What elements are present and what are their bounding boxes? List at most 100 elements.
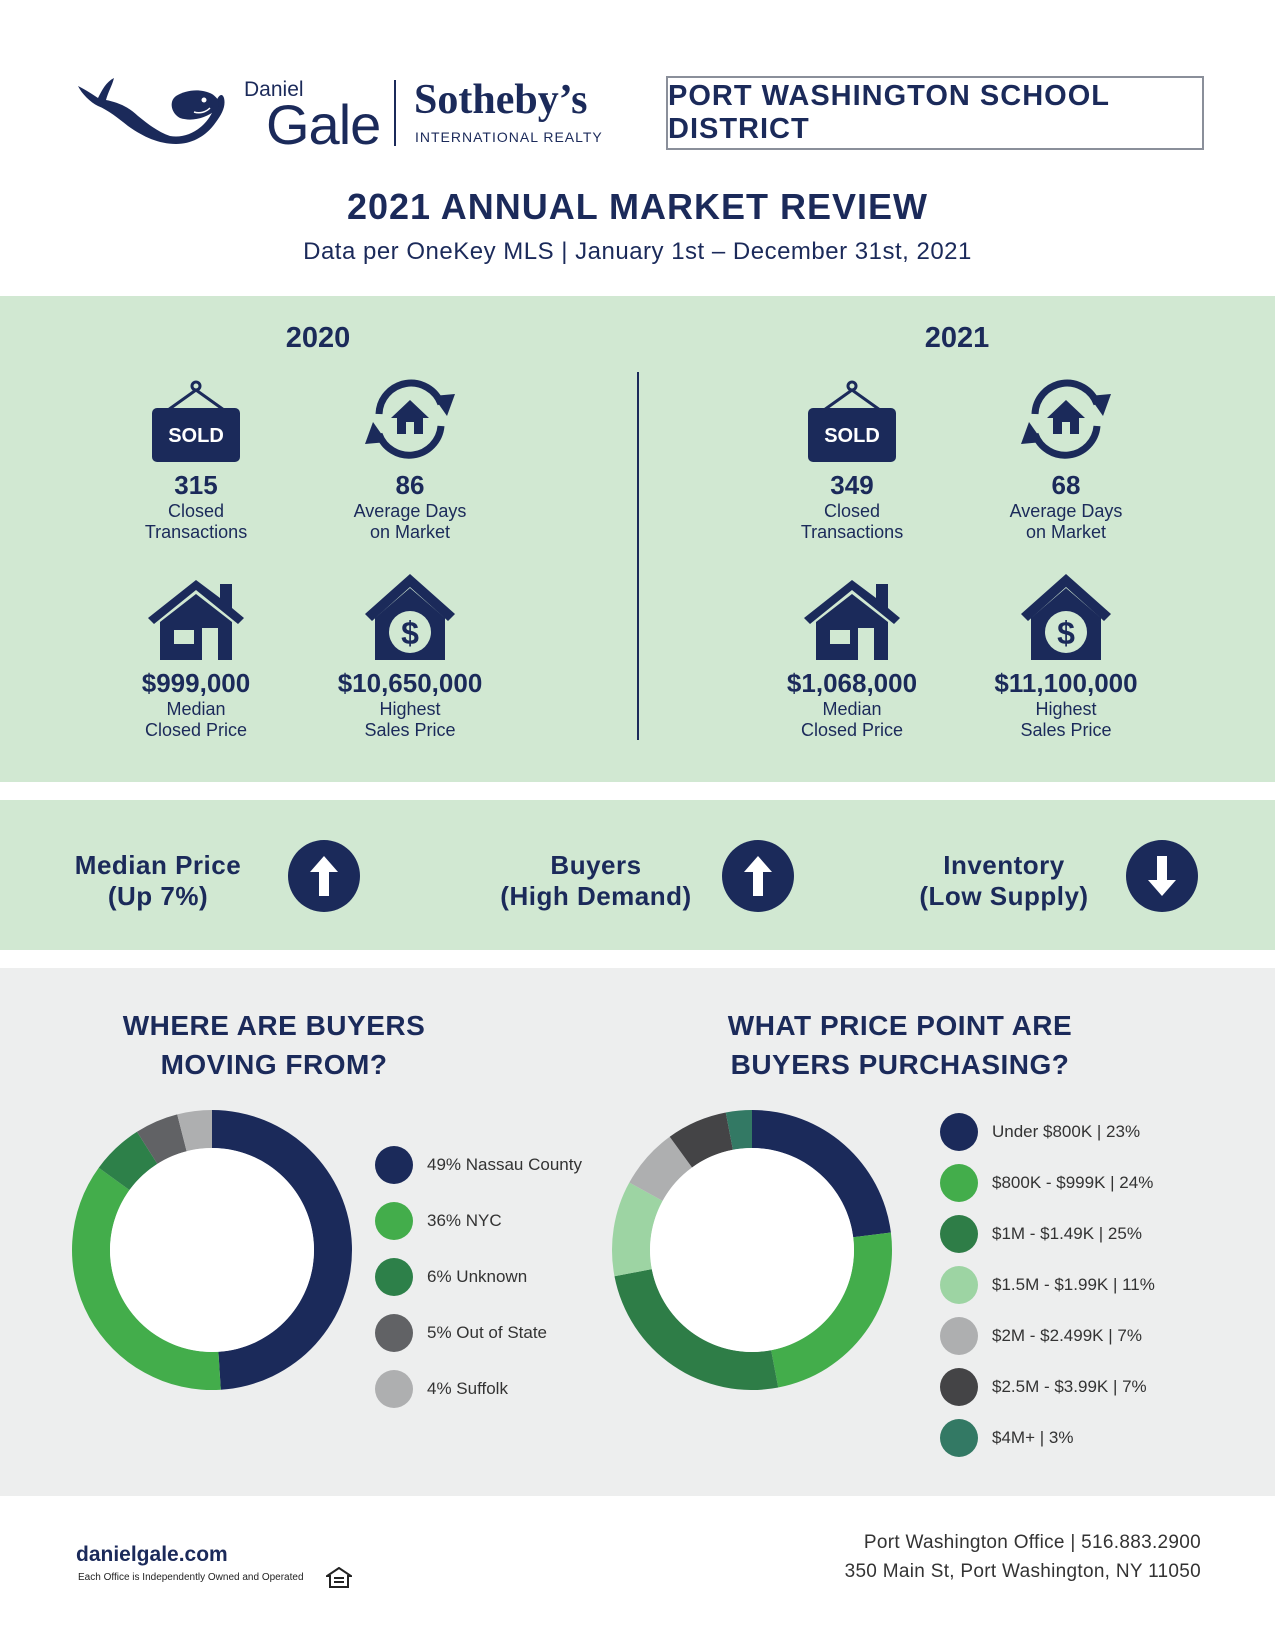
- house-cycle-icon: [1021, 379, 1111, 459]
- legend-label: Under $800K | 23%: [992, 1122, 1141, 1141]
- stat-2020-median: $999,000 Median Closed Price: [86, 566, 306, 741]
- legend-swatch: [940, 1266, 978, 1304]
- legend-label: $1.5M - $1.99K | 11%: [992, 1275, 1155, 1294]
- logo-divider: [394, 80, 396, 146]
- legend-swatch: [940, 1368, 978, 1406]
- stats-section: 2020 2021 SOLD 315 Closed Transactions: [0, 296, 1275, 782]
- legend-item: 6% Unknown: [375, 1258, 527, 1296]
- legend-swatch: [375, 1314, 413, 1352]
- year-2021-heading: 2021: [924, 322, 990, 354]
- stat-label: Average Days on Market: [1009, 501, 1123, 542]
- sold-sign-icon: SOLD: [152, 380, 240, 462]
- stat-value: $999,000: [141, 668, 251, 698]
- legend-label: $4M+ | 3%: [992, 1428, 1074, 1447]
- legend-item: Under $800K | 23%: [940, 1113, 1140, 1151]
- stat-value: $11,100,000: [994, 668, 1138, 698]
- donut-slice-2m-2-499k: [629, 1136, 693, 1201]
- legend-item: $2.5M - $3.99K | 7%: [940, 1368, 1147, 1406]
- donut-slice-under-800k: [752, 1110, 891, 1238]
- daniel-gale-sothebys-logo[interactable]: Daniel Gale Sotheby’s INTERNATIONAL REAL…: [76, 72, 616, 156]
- donut-slice-nassau-county: [212, 1110, 353, 1390]
- stat-value: $1,068,000: [786, 668, 918, 698]
- donut-chart-price-point: [612, 1110, 892, 1390]
- stat-label: Highest Sales Price: [364, 699, 456, 740]
- legend-swatch: [375, 1146, 413, 1184]
- header: Daniel Gale Sotheby’s INTERNATIONAL REAL…: [0, 0, 1275, 296]
- legend-item: $800K - $999K | 24%: [940, 1164, 1153, 1202]
- stat-2021-closed: SOLD 349 Closed Transactions: [742, 368, 962, 543]
- legend-swatch: [375, 1202, 413, 1240]
- stat-label: Average Days on Market: [353, 501, 467, 542]
- footer-note: Each Office is Independently Owned and O…: [78, 1572, 304, 1583]
- footer-website-link[interactable]: danielgale.com: [76, 1543, 228, 1566]
- stat-label: Median Closed Price: [144, 699, 248, 740]
- stat-label: Median Closed Price: [800, 699, 904, 740]
- footer-office-phone: Port Washington Office | 516.883.2900: [863, 1532, 1201, 1553]
- legend-swatch: [940, 1113, 978, 1151]
- trend-buyers-label: Buyers (High Demand): [500, 850, 692, 911]
- donut-slice-nyc: [71, 1167, 221, 1390]
- legend-item: 49% Nassau County: [375, 1146, 582, 1184]
- arrow-up-icon: [288, 840, 360, 912]
- legend-label: 6% Unknown: [427, 1267, 528, 1286]
- legend-item: 36% NYC: [375, 1202, 502, 1240]
- donut-slice-4m: [725, 1110, 752, 1150]
- charts-section: WHERE ARE BUYERS MOVING FROM? WHAT PRICE…: [0, 968, 1275, 1496]
- logo-sothebys-text: Sotheby’s: [414, 77, 588, 123]
- footer-office-address: 350 Main St, Port Washington, NY 11050: [844, 1561, 1201, 1582]
- stat-2021-median: $1,068,000 Median Closed Price: [742, 566, 962, 741]
- donut-slice-1-5m-1-99k: [612, 1182, 663, 1277]
- stat-value: 315: [174, 470, 218, 500]
- stat-2020-days: 86 Average Days on Market: [300, 368, 520, 543]
- legend-label: 5% Out of State: [427, 1323, 548, 1342]
- year-2020-heading: 2020: [285, 322, 351, 354]
- logo-daniel-text: Daniel: [244, 78, 304, 101]
- stat-value: $10,650,000: [337, 668, 483, 698]
- chart-title-price-point: WHAT PRICE POINT ARE BUYERS PURCHASING?: [727, 1010, 1073, 1080]
- legend-label: $2.5M - $3.99K | 7%: [992, 1377, 1147, 1396]
- logo-gale-text: Gale: [266, 93, 381, 156]
- legend-swatch: [940, 1164, 978, 1202]
- chart-title-buyers-from: WHERE ARE BUYERS MOVING FROM?: [122, 1010, 426, 1080]
- house-cycle-icon: [365, 379, 455, 459]
- donut-slice-2-5m-3-99k: [669, 1112, 733, 1168]
- stat-value: 86: [395, 470, 425, 500]
- legend-item: $2M - $2.499K | 7%: [940, 1317, 1142, 1355]
- legend-swatch: [940, 1215, 978, 1253]
- stat-label: Highest Sales Price: [1020, 699, 1112, 740]
- trend-median-price-label: Median Price (Up 7%): [74, 850, 242, 911]
- sold-sign-text: SOLD: [168, 425, 224, 447]
- house-dollar-icon: $: [365, 574, 455, 660]
- district-label: PORT WASHINGTON SCHOOL DISTRICT: [666, 76, 1204, 150]
- house-icon: [804, 580, 900, 660]
- legend-swatch: [375, 1370, 413, 1408]
- legend-swatch: [375, 1258, 413, 1296]
- stat-label: Closed Transactions: [144, 501, 248, 542]
- legend-item: $1.5M - $1.99K | 11%: [940, 1266, 1155, 1304]
- donut-slice-out-of-state: [136, 1114, 187, 1164]
- legend-label: 36% NYC: [427, 1211, 502, 1230]
- legend-label: $2M - $2.499K | 7%: [992, 1326, 1142, 1345]
- trend-inventory-label: Inventory (Low Supply): [919, 850, 1089, 911]
- logo-international-realty-text: INTERNATIONAL REALTY: [415, 129, 603, 145]
- legend-label: 49% Nassau County: [427, 1155, 582, 1174]
- house-icon: [148, 580, 244, 660]
- arrow-up-icon: [722, 840, 794, 912]
- trends-section: Median Price (Up 7%) Buyers (High Demand…: [0, 800, 1275, 950]
- legend-label: 4% Suffolk: [427, 1379, 508, 1398]
- equal-housing-icon: [326, 1567, 352, 1588]
- sold-sign-icon: SOLD: [808, 380, 896, 462]
- svg-text:$: $: [1057, 615, 1075, 651]
- donut-chart-buyers-from: [71, 1110, 353, 1390]
- legend-swatch: [940, 1317, 978, 1355]
- stat-label: Closed Transactions: [800, 501, 904, 542]
- stat-value: 349: [830, 470, 874, 500]
- house-dollar-icon: $: [1021, 574, 1111, 660]
- legend-item: 4% Suffolk: [375, 1370, 508, 1408]
- legend-label: $800K - $999K | 24%: [992, 1173, 1154, 1192]
- donut-hole: [650, 1148, 854, 1352]
- stat-2021-highest: $ $11,100,000 Highest Sales Price: [956, 566, 1176, 741]
- donut-slice-1m-1-49k: [614, 1269, 779, 1390]
- footer-office-info: Port Washington Office | 516.883.2900 35…: [845, 1528, 1201, 1586]
- legend-item: $4M+ | 3%: [940, 1419, 1073, 1457]
